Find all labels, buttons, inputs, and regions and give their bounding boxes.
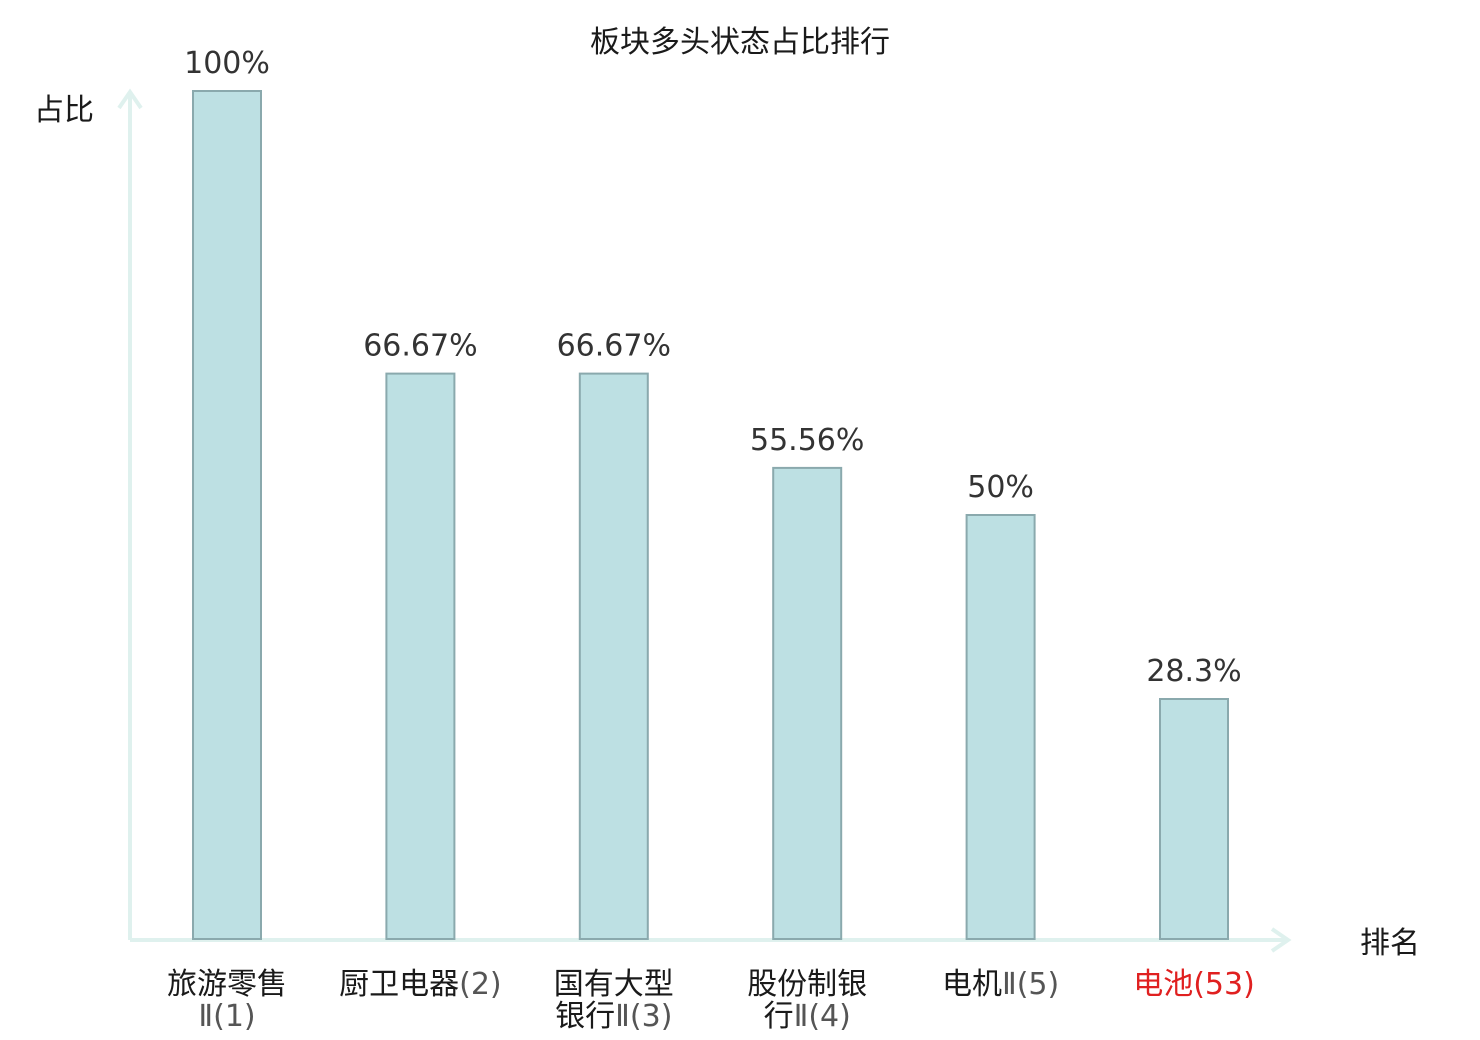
bar [192,90,262,940]
category-label: 旅游零售 Ⅱ(1) [167,967,287,1034]
category-label-line: 电机Ⅱ(5) [942,967,1059,1002]
bar-value-label: 100% [184,46,270,81]
category-label-line: Ⅱ(1) [198,999,255,1034]
category-name-text: 旅游零售 [167,967,287,1002]
category-name-text: 电池 [1133,967,1193,1002]
value-labels-group: 100% 66.67% 66.67% 55.56% 50% 28.3% [184,46,1242,689]
category-label: 股份制银行Ⅱ(4) [747,967,867,1034]
category-label: 电池(53) [1133,967,1255,1002]
chart-title: 板块多头状态占比排行 [590,25,890,60]
category-label-line: 厨卫电器(2) [339,967,502,1002]
y-axis-label: 占比 [34,93,94,128]
category-label-line: 行Ⅱ(4) [764,999,851,1034]
category-rank-text: Ⅱ(5) [1002,967,1059,1002]
category-name-text: 国有大型 [554,967,674,1002]
category-name-text: 行 [764,999,794,1034]
category-label: 电机Ⅱ(5) [942,967,1059,1002]
category-rank-text: Ⅱ(3) [615,999,672,1034]
bar [965,514,1036,940]
category-labels-group: 旅游零售 Ⅱ(1) 厨卫电器(2) 国有大型银行Ⅱ(3) 股份制银行Ⅱ(4) 电机Ⅱ(5)… [167,967,1255,1034]
category-label: 国有大型银行Ⅱ(3) [554,967,674,1034]
category-label-line: 股份制银 [747,967,867,1002]
category-label-line: 旅游零售 [167,967,287,1002]
category-name-text: 电机 [942,967,1002,1002]
x-axis-arrow-icon [1270,927,1292,953]
bar-value-label: 28.3% [1146,654,1241,689]
bar [1159,698,1229,940]
category-rank-text: (2) [459,967,502,1002]
category-name-text: 股份制银 [747,967,867,1002]
category-label-line: 电池(53) [1133,967,1255,1002]
bar [772,466,843,940]
axes [117,88,1292,953]
category-rank-text: (53) [1193,967,1255,1002]
x-axis-label: 排名 [1360,926,1420,961]
category-rank-text: Ⅱ(4) [794,999,851,1034]
y-axis-arrow-icon [117,88,143,110]
bar-value-label: 50% [967,470,1034,505]
bar [578,372,649,941]
bar [385,372,456,941]
category-label: 厨卫电器(2) [339,967,502,1002]
category-name-text: 厨卫电器 [339,967,459,1002]
bar-value-label: 55.56% [750,423,864,458]
bar-value-label: 66.67% [557,329,671,364]
bar-value-label: 66.67% [363,329,477,364]
category-rank-text: Ⅱ(1) [198,999,255,1034]
bars-group [192,90,1229,941]
category-label-line: 银行Ⅱ(3) [555,999,672,1034]
category-label-line: 国有大型 [554,967,674,1002]
category-name-text: 银行 [555,999,615,1034]
